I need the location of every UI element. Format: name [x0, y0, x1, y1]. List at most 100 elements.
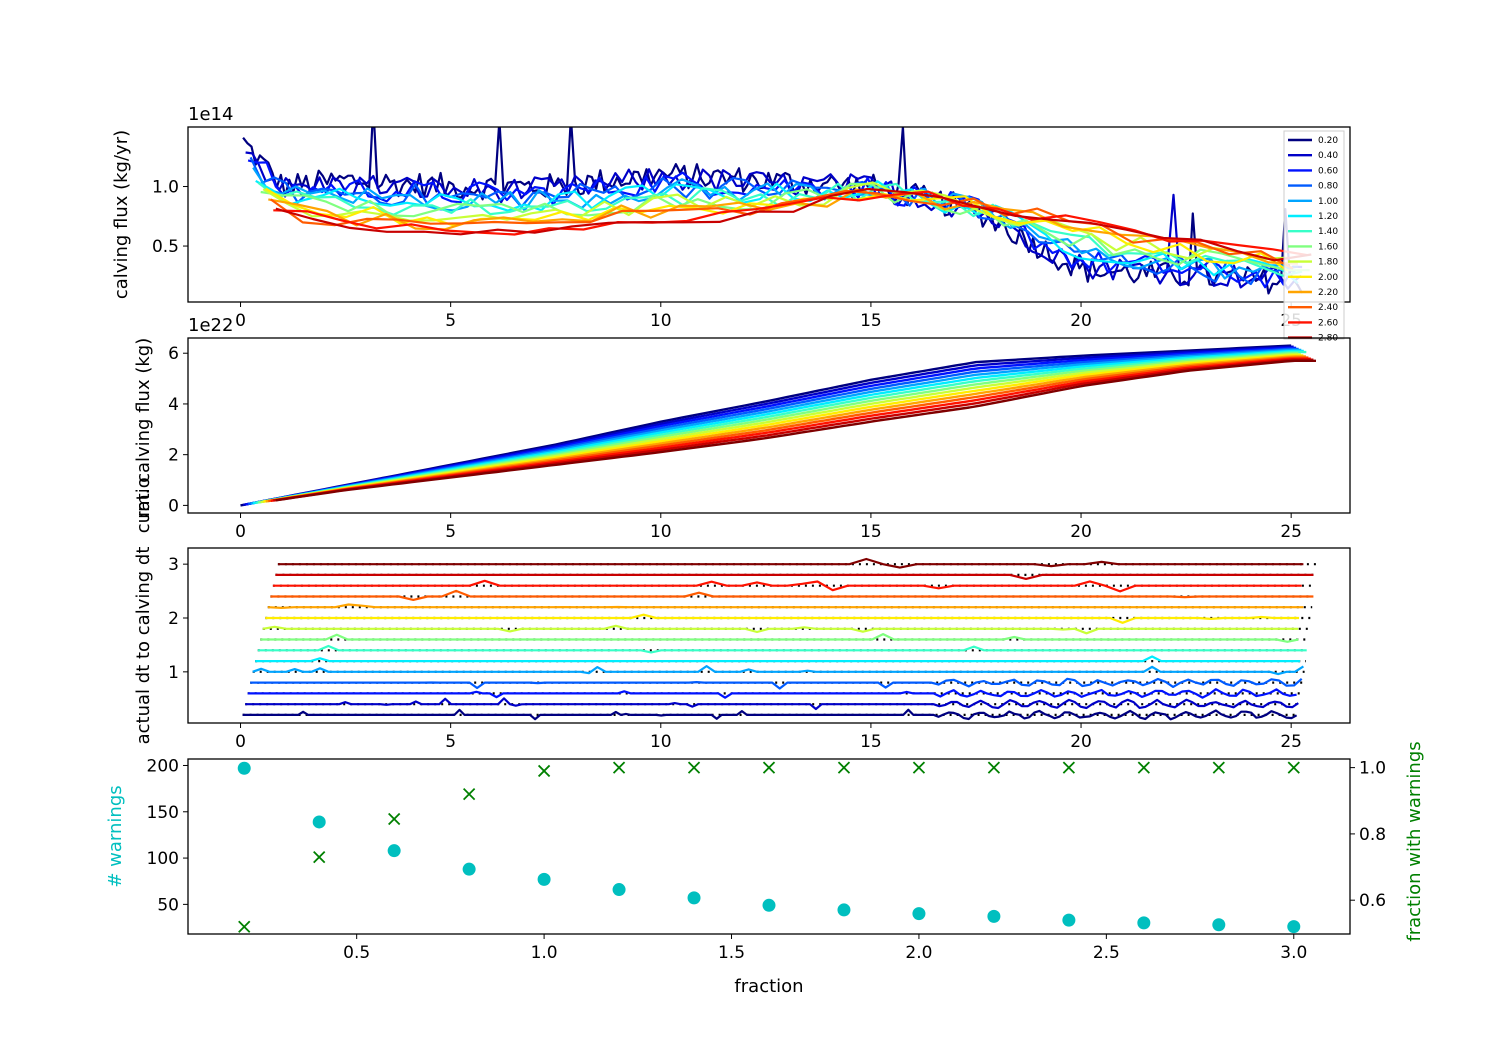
legend-label-2.40: 2.40: [1318, 303, 1338, 313]
x-marker-stroke: [1212, 761, 1225, 774]
cum-x-tick-label: 15: [860, 522, 882, 542]
cum-y-tick-label: 6: [168, 344, 179, 364]
fraction-warnings-point: [687, 761, 701, 774]
warnings-y-right-label: fraction with warnings: [1404, 741, 1425, 941]
flux-series-2.60: [273, 190, 1308, 257]
warnings-point: [1137, 916, 1151, 930]
warnings-y-right-tick-label: 1.0: [1359, 759, 1386, 779]
fraction-warnings-point: [462, 787, 476, 801]
legend-label-1.20: 1.20: [1318, 212, 1338, 222]
x-marker-stroke: [762, 761, 776, 774]
cum-y-tick-label: 0: [168, 496, 179, 516]
x-marker-stroke: [1137, 761, 1150, 774]
cum-x-tick-label: 10: [650, 522, 672, 542]
x-marker-stroke: [462, 787, 476, 801]
warnings-point: [312, 815, 326, 829]
flux-x-tick-label: 15: [860, 311, 882, 331]
ratio-series-0.40: [245, 697, 1299, 711]
ratio-x-tick-label: 20: [1070, 732, 1092, 752]
flux-series-1.60: [260, 182, 1310, 272]
warnings-point: [387, 844, 401, 858]
warnings-x-tick-label: 2.0: [905, 943, 932, 963]
cum-y-tick-label: 2: [168, 446, 179, 466]
flux-y-tick-label: 0.5: [152, 237, 179, 257]
cum-y-tick-label: 4: [168, 395, 179, 415]
ratio-y-tick-label: 3: [168, 555, 179, 575]
fraction-warnings-point: [313, 850, 326, 864]
x-marker-stroke: [687, 761, 701, 774]
ratio-axes-frame: [187, 547, 1351, 724]
fraction-warnings-point: [238, 920, 251, 933]
warnings-point: [837, 903, 851, 917]
warnings-x-label: fraction: [734, 976, 803, 997]
cum-axes-frame: [187, 337, 1351, 514]
ratio-series-1.60: [260, 632, 1299, 643]
legend-box: [1283, 130, 1345, 340]
flux-x-tick-label: 5: [445, 311, 456, 331]
fraction-warnings-point: [1287, 761, 1300, 774]
warnings-x-tick-label: 3.0: [1280, 943, 1307, 963]
legend-label-2.20: 2.20: [1318, 288, 1338, 298]
fraction-warnings-point: [1212, 761, 1225, 774]
ratio-series-0.20: [242, 708, 1298, 721]
cum-x-tick-label: 5: [445, 522, 456, 542]
legend-label-1.80: 1.80: [1318, 258, 1338, 268]
warnings-y-tick-label: 100: [147, 849, 179, 869]
ratio-series-0.60: [247, 688, 1297, 699]
warnings-point: [762, 898, 776, 912]
warnings-point: [537, 872, 551, 886]
cum-series-3.00: [275, 359, 1316, 502]
warnings-point: [687, 891, 701, 905]
ratio-x-tick-label: 15: [860, 732, 882, 752]
legend-label-2.60: 2.60: [1318, 318, 1338, 328]
legend-label-2.00: 2.00: [1318, 273, 1338, 283]
fraction-warnings-point: [1062, 761, 1076, 774]
legend-label-1.00: 1.00: [1318, 197, 1338, 207]
ratio-series-1.80: [262, 624, 1299, 635]
flux-series-0.80: [249, 156, 1299, 286]
ratio-x-tick-label: 10: [650, 732, 672, 752]
legend-label-0.40: 0.40: [1318, 151, 1338, 161]
x-marker-stroke: [837, 761, 851, 774]
fraction-warnings-point: [837, 761, 851, 774]
fraction-warnings-point: [762, 761, 776, 774]
fraction-warnings-point: [612, 761, 626, 774]
x-marker-stroke: [313, 850, 326, 864]
flux-axes-frame: [187, 126, 1351, 303]
fraction-warnings-point: [912, 761, 926, 774]
cum-x-tick-label: 0: [235, 522, 246, 542]
warnings-point: [1287, 920, 1301, 934]
warnings-x-tick-label: 1.5: [718, 943, 745, 963]
x-marker-stroke: [1287, 761, 1300, 774]
ratio-y-tick-label: 2: [168, 609, 179, 629]
warnings-point: [1212, 918, 1226, 932]
ratio-series-2.20: [267, 603, 1304, 610]
legend-label-0.20: 0.20: [1318, 136, 1338, 146]
warnings-x-tick-label: 1.0: [531, 943, 558, 963]
x-marker-stroke: [388, 812, 401, 826]
fraction-warnings-point: [1137, 761, 1150, 774]
ratio-y-label-line2: actual dt to calving dt: [133, 547, 154, 745]
ratio-series-2.40: [270, 589, 1314, 602]
x-marker-stroke: [537, 764, 551, 778]
warnings-y-tick-label: 200: [147, 756, 179, 776]
warnings-point: [612, 883, 626, 897]
flux-x-tick-label: 20: [1070, 311, 1092, 331]
ratio-x-tick-label: 25: [1280, 732, 1302, 752]
ratio-x-tick-label: 5: [445, 732, 456, 752]
x-marker-stroke: [612, 761, 626, 774]
warnings-point: [987, 909, 1001, 923]
cum-y-label: cum. calving flux (kg): [133, 338, 154, 533]
ratio-series-0.80: [250, 677, 1303, 690]
warnings-y-tick-label: 150: [147, 803, 179, 823]
x-marker-stroke: [238, 920, 251, 933]
warnings-x-tick-label: 0.5: [343, 943, 370, 963]
ratio-y-tick-label: 1: [168, 663, 179, 683]
ratio-series-3.00: [277, 557, 1304, 569]
cum-offset-text: 1e22: [188, 315, 233, 336]
flux-y-label: calving flux (kg/yr): [111, 130, 132, 299]
warnings-y-right-tick-label: 0.6: [1359, 891, 1386, 911]
cum-x-tick-label: 25: [1280, 522, 1302, 542]
flux-x-tick-label: 0: [235, 311, 246, 331]
